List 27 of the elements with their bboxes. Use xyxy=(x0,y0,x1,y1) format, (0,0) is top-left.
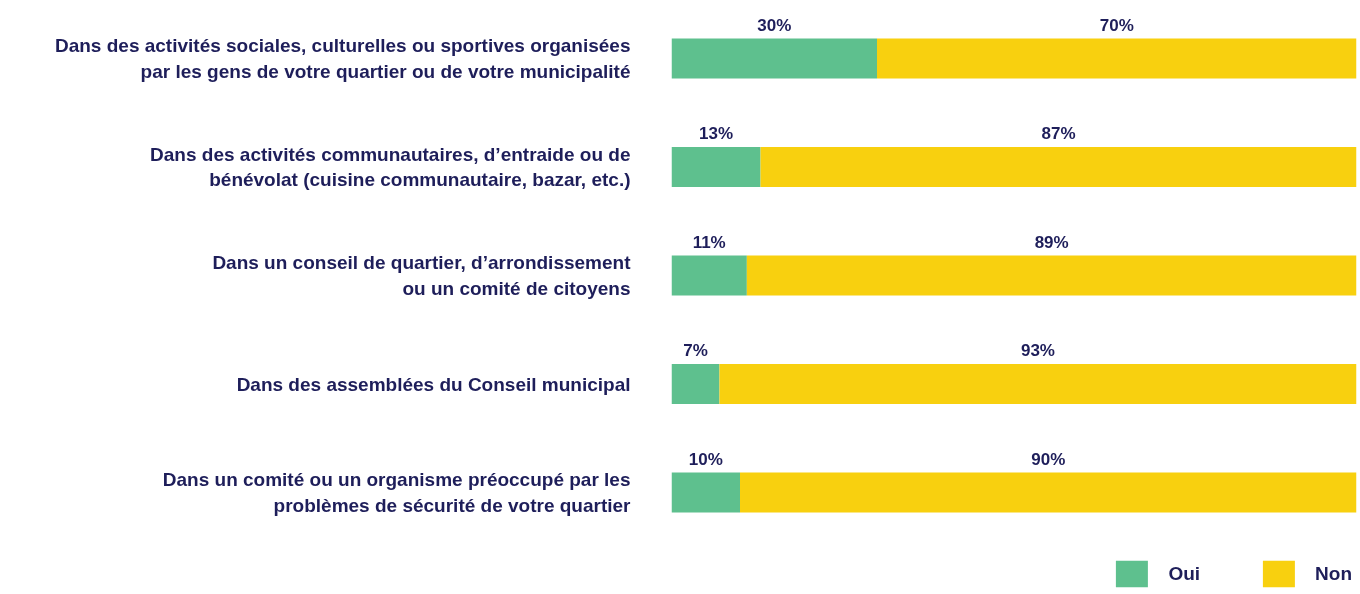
bar xyxy=(671,38,877,79)
bar xyxy=(671,255,747,296)
bar xyxy=(719,363,1357,405)
y-tick-label: Dans des assemblées du Conseil municipal xyxy=(236,373,631,395)
bar xyxy=(746,255,1357,296)
y-tick-label: Dans des activités sociales, culturelles ou sportives organisées par les gens de votre quartier ou de votre municipalité xyxy=(54,35,631,82)
legend-label: Oui xyxy=(1168,562,1201,585)
data-label: 87% xyxy=(1041,124,1076,144)
legend-label: Non xyxy=(1315,562,1352,585)
bar xyxy=(877,38,1357,79)
data-label: 93% xyxy=(1020,341,1055,361)
data-label: 89% xyxy=(1034,232,1069,252)
data-label: 7% xyxy=(683,341,708,361)
y-tick-label: Dans des activités communautaires, d’entraide ou de bénévolat (cuisine communautaire, bazar, etc.) xyxy=(150,143,631,191)
data-label: 10% xyxy=(688,449,723,469)
bar xyxy=(760,146,1357,188)
y-tick-label: Dans un comité ou un organisme préoccupé par les problèmes de sécurité de votre quartier xyxy=(162,469,632,516)
bar xyxy=(671,363,720,405)
data-label: 70% xyxy=(1099,15,1134,35)
data-label: 11% xyxy=(692,232,726,252)
bar xyxy=(671,472,740,513)
data-label: 13% xyxy=(699,124,734,144)
y-tick-label: Dans un conseil de quartier, d’arrondissement ou un comité de citoyens xyxy=(212,252,632,299)
bar xyxy=(740,472,1357,513)
bar xyxy=(671,146,761,188)
data-label: 90% xyxy=(1031,449,1066,469)
data-label: 30% xyxy=(757,15,792,35)
